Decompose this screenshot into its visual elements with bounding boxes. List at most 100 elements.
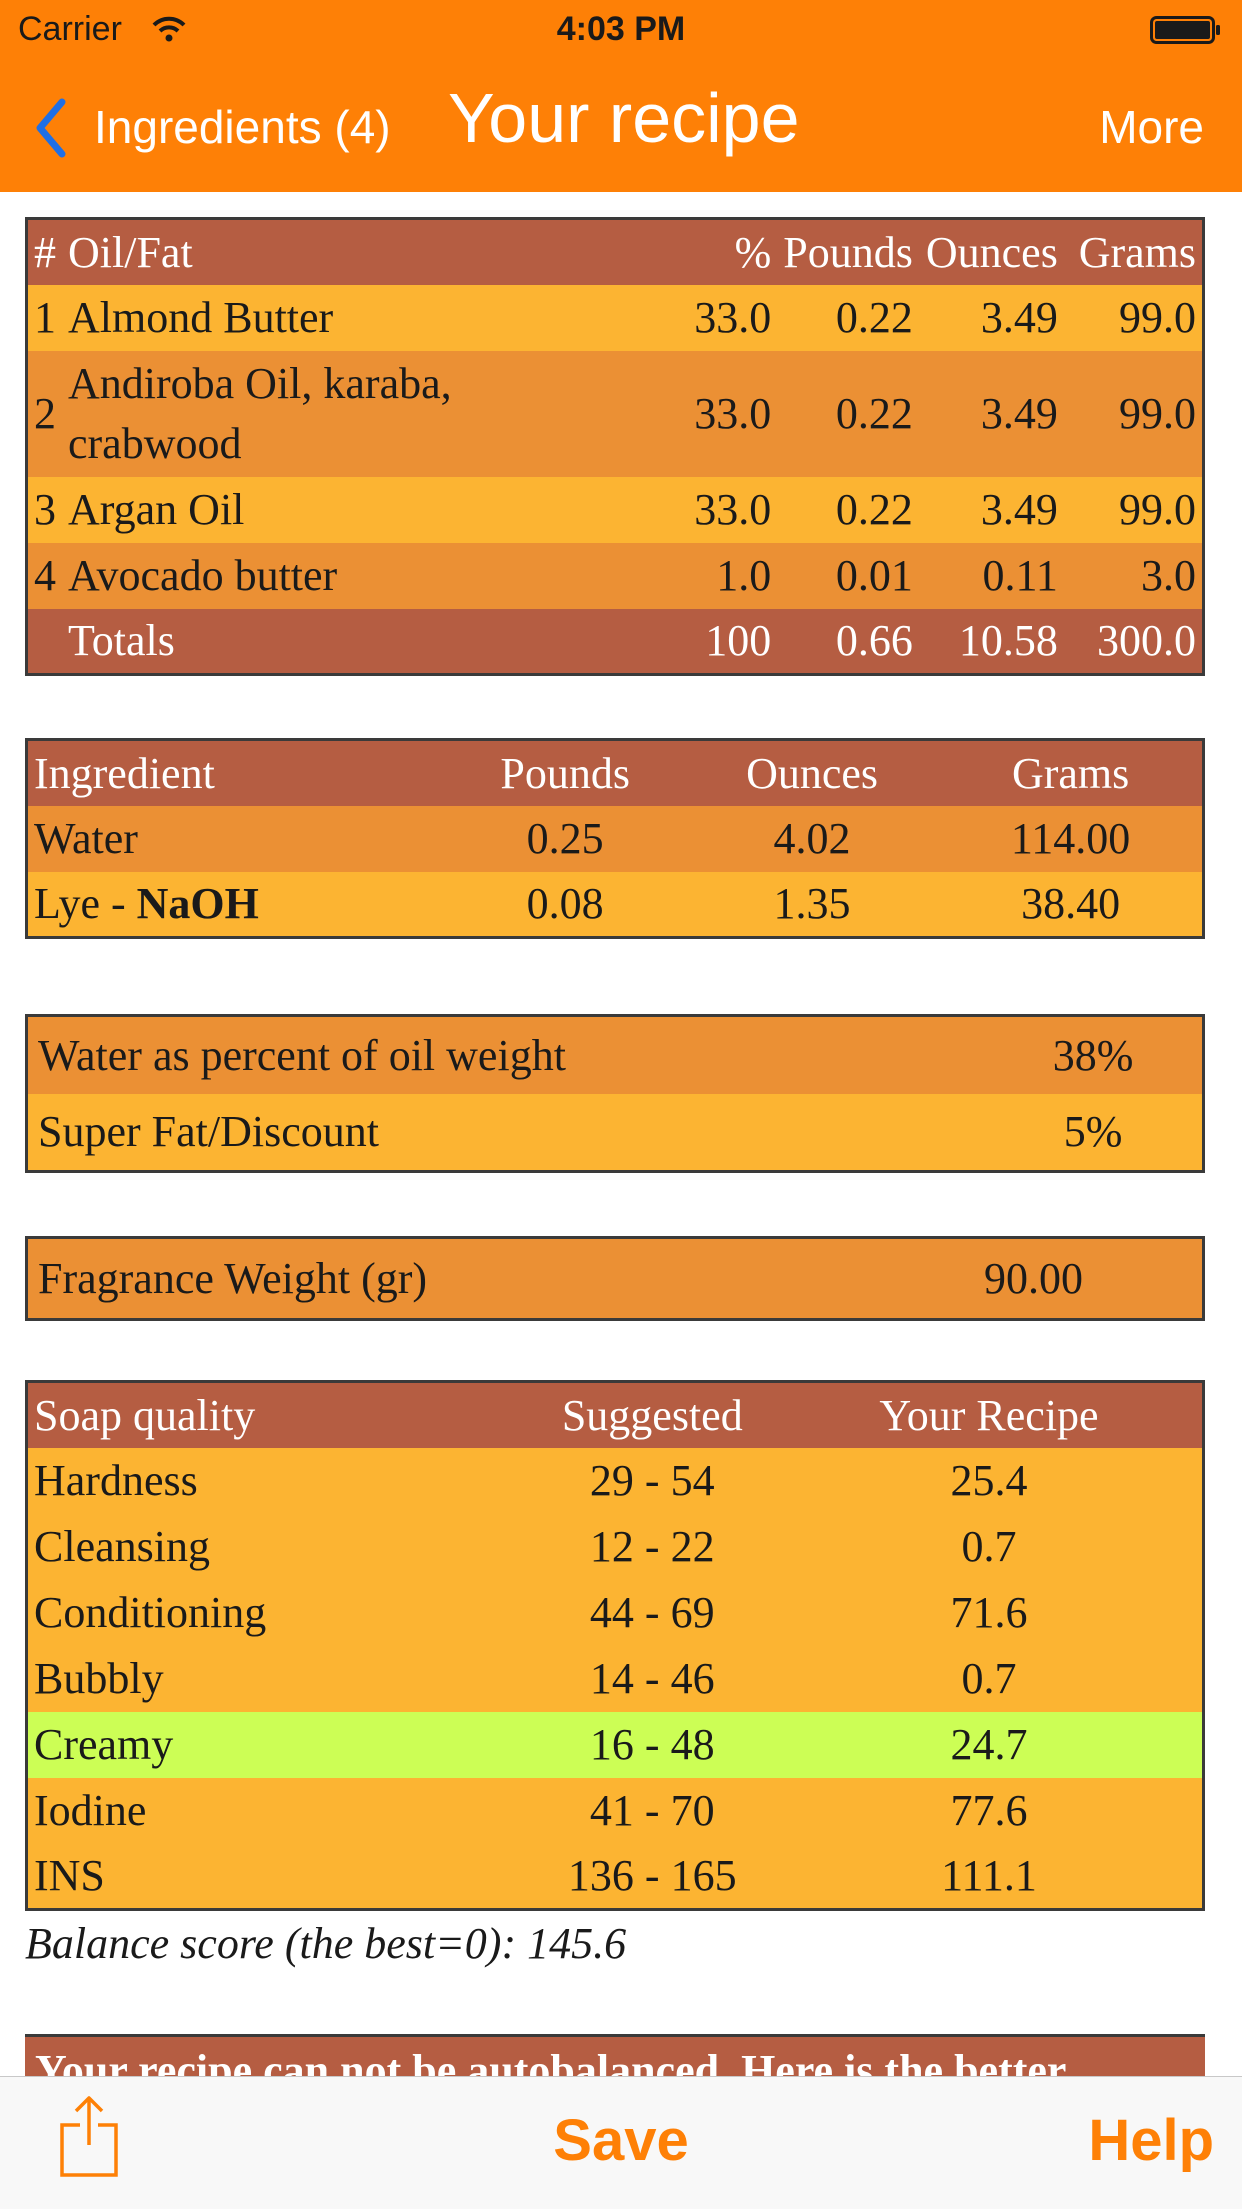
oil-pct: 33.0 — [694, 389, 772, 438]
oil-grams: 3.0 — [1141, 551, 1196, 600]
col-header-ounces: Ounces — [925, 227, 1058, 277]
totals-grams: 300.0 — [1097, 616, 1196, 666]
fragrance-table: Fragrance Weight (gr) 90.00 — [25, 1236, 1205, 1321]
table-row: Conditioning 44 - 69 71.6 — [26, 1579, 1204, 1646]
quality-name: Hardness — [34, 1456, 198, 1505]
balance-score: Balance score (the best=0): 145.6 — [25, 1919, 627, 1968]
quality-name: Iodine — [34, 1786, 147, 1835]
col-header-grams: Grams — [1011, 748, 1130, 798]
quality-recipe: 71.6 — [950, 1588, 1028, 1637]
table-row: Bubbly 14 - 46 0.7 — [26, 1645, 1204, 1712]
back-button[interactable]: Ingredients (4) — [94, 101, 391, 153]
quality-suggested: 16 - 48 — [589, 1720, 715, 1769]
lye-water-table: Ingredient Pounds Ounces Grams Water 0.2… — [25, 738, 1205, 939]
quality-recipe: 24.7 — [950, 1720, 1028, 1769]
oil-name: Argan Oil — [68, 485, 245, 534]
water-percent-label: Water as percent of oil weight — [38, 1030, 566, 1080]
battery-icon — [1150, 16, 1220, 44]
fragrance-row[interactable]: Fragrance Weight (gr) 90.00 — [26, 1237, 1204, 1320]
table-row[interactable]: Lye - NaOH 0.08 1.35 38.40 — [26, 871, 1204, 938]
totals-label: Totals — [68, 616, 175, 666]
col-header-pounds: Pounds — [783, 227, 913, 277]
water-percent-row[interactable]: Water as percent of oil weight 38% — [26, 1015, 1204, 1094]
water-grams: 114.00 — [1010, 814, 1131, 863]
quality-recipe: 77.6 — [950, 1786, 1028, 1835]
table-header-row: Soap quality Suggested Your Recipe — [26, 1381, 1204, 1448]
totals-pct: 100 — [705, 616, 772, 666]
col-header-recipe: Your Recipe — [879, 1390, 1099, 1440]
quality-recipe: 25.4 — [950, 1456, 1028, 1505]
table-row[interactable]: 2 Andiroba Oil, karaba, crabwood 33.0 0.… — [26, 350, 1204, 477]
fragrance-value: 90.00 — [984, 1254, 1083, 1303]
table-row: INS 136 - 165 111.1 — [26, 1843, 1204, 1910]
oil-ounces: 0.11 — [982, 551, 1058, 600]
row-num: 4 — [34, 551, 56, 600]
oil-pounds: 0.22 — [835, 389, 913, 438]
superfat-row[interactable]: Super Fat/Discount 5% — [26, 1093, 1204, 1172]
quality-name: Creamy — [34, 1720, 174, 1769]
row-num: 2 — [34, 389, 56, 438]
oil-name-line: crabwood — [68, 418, 242, 468]
col-header-pounds: Pounds — [500, 748, 630, 798]
table-row: Hardness 29 - 54 25.4 — [26, 1447, 1204, 1514]
col-header-ingredient: Ingredient — [34, 748, 215, 798]
lye-prefix: Lye - — [34, 879, 137, 929]
oil-pounds: 0.22 — [835, 485, 913, 534]
table-row[interactable]: 4 Avocado butter 1.0 0.01 0.11 3.0 — [26, 542, 1204, 609]
quality-suggested: 14 - 46 — [589, 1654, 715, 1703]
table-row: Cleansing 12 - 22 0.7 — [26, 1513, 1204, 1580]
col-header-suggested: Suggested — [561, 1390, 743, 1440]
water-pounds: 0.25 — [526, 814, 604, 863]
totals-ounces: 10.58 — [958, 616, 1058, 666]
page-title: Your recipe — [448, 79, 800, 157]
oil-pct: 1.0 — [716, 551, 772, 600]
superfat-value: 5% — [1063, 1107, 1123, 1157]
table-header-row: # Oil/Fat % Pounds Ounces Grams — [26, 218, 1204, 285]
status-time: 4:03 PM — [556, 10, 686, 48]
quality-suggested: 29 - 54 — [589, 1456, 715, 1505]
oil-name: Andiroba Oil, karaba, crabwood — [62, 351, 683, 477]
bottom-toolbar: Save Help — [0, 2076, 1242, 2209]
lye-type: NaOH — [136, 879, 259, 929]
soap-quality-table: Soap quality Suggested Your Recipe Hardn… — [25, 1380, 1205, 1911]
quality-name: Cleansing — [34, 1522, 210, 1571]
oil-grams: 99.0 — [1119, 389, 1196, 438]
lye-pounds: 0.08 — [526, 879, 604, 929]
table-row: Iodine 41 - 70 77.6 — [26, 1777, 1204, 1844]
water-percent-value: 38% — [1052, 1030, 1134, 1080]
help-button[interactable]: Help — [1088, 2108, 1214, 2173]
table-row[interactable]: 1 Almond Butter 33.0 0.22 3.49 99.0 — [26, 284, 1204, 351]
row-num: 3 — [34, 485, 56, 534]
ingredient-name: Lye - NaOH — [27, 872, 446, 938]
share-icon[interactable] — [58, 2095, 120, 2179]
quality-suggested: 136 - 165 — [567, 1851, 737, 1901]
status-carrier: Carrier — [18, 10, 122, 48]
ingredient-name: Water — [34, 814, 138, 863]
oil-name-line: Andiroba Oil, karaba, — [68, 358, 452, 408]
col-header-num: # — [34, 227, 56, 277]
quality-recipe: 111.1 — [941, 1851, 1037, 1901]
col-header-pct: % — [734, 227, 772, 277]
quality-recipe: 0.7 — [961, 1654, 1017, 1703]
oil-ounces: 3.49 — [980, 293, 1058, 342]
more-button[interactable]: More — [1099, 101, 1204, 153]
water-ounces: 4.02 — [773, 814, 851, 863]
back-chevron-icon[interactable] — [34, 98, 68, 158]
table-row: Creamy 16 - 48 24.7 — [26, 1711, 1204, 1778]
col-header-oil: Oil/Fat — [68, 227, 193, 277]
quality-suggested: 12 - 22 — [589, 1522, 715, 1571]
table-header-row: Ingredient Pounds Ounces Grams — [26, 739, 1204, 806]
settings-table: Water as percent of oil weight 38% Super… — [25, 1014, 1205, 1173]
table-row[interactable]: Water 0.25 4.02 114.00 — [26, 805, 1204, 872]
table-row[interactable]: 3 Argan Oil 33.0 0.22 3.49 99.0 — [26, 476, 1204, 543]
oil-pct: 33.0 — [694, 293, 772, 342]
oil-grams: 99.0 — [1119, 485, 1196, 534]
save-button[interactable]: Save — [553, 2108, 689, 2173]
quality-name: Conditioning — [34, 1588, 267, 1637]
quality-suggested: 44 - 69 — [589, 1588, 715, 1637]
quality-name: Bubbly — [34, 1654, 164, 1703]
lye-ounces: 1.35 — [773, 879, 851, 929]
quality-suggested: 41 - 70 — [589, 1786, 715, 1835]
oil-ounces: 3.49 — [980, 485, 1058, 534]
oil-grams: 99.0 — [1119, 293, 1196, 342]
